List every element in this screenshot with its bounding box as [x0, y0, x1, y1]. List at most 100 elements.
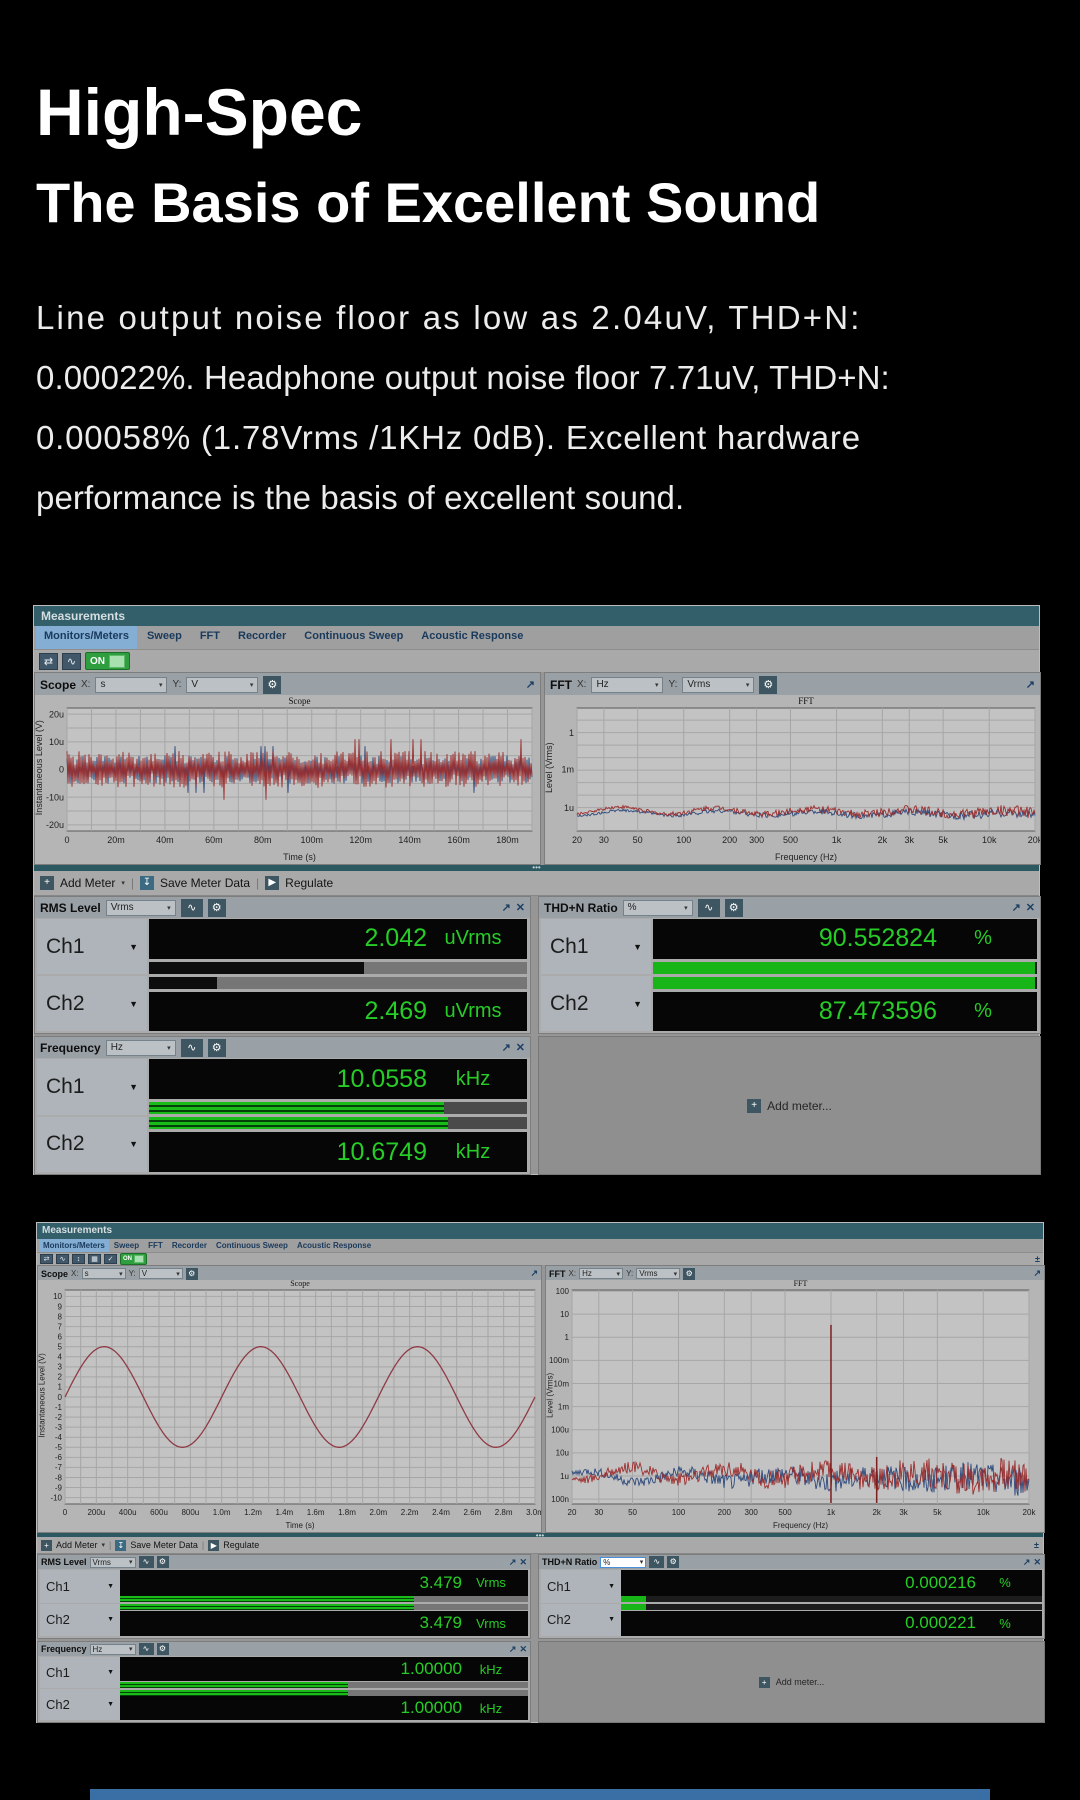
regulate-button[interactable]: Regulate — [285, 876, 334, 890]
collapse-icon[interactable]: ± — [1035, 1254, 1040, 1264]
y-unit-dropdown[interactable]: V ▾ — [138, 1268, 183, 1279]
ch1-selector[interactable]: Ch1 ▼ — [40, 1570, 120, 1603]
gear-icon[interactable]: ⚙ — [263, 675, 282, 694]
add-meter-button[interactable]: Add Meter — [60, 876, 116, 890]
tab-acoustic-response[interactable]: Acoustic Response — [296, 1241, 372, 1250]
tab-continuous-sweep[interactable]: Continuous Sweep — [215, 1241, 288, 1250]
y-unit-dropdown[interactable]: V ▾ — [186, 676, 259, 693]
levels-icon[interactable]: ↕ — [72, 1254, 85, 1264]
gear-icon[interactable]: ⚙ — [759, 675, 778, 694]
grid-view-icon[interactable]: ▦ — [88, 1254, 101, 1264]
ch1-value: 10.0558 — [336, 1064, 427, 1093]
unit-dropdown[interactable]: Vrms ▾ — [105, 899, 176, 916]
popout-icon[interactable]: ↗ — [508, 1556, 517, 1567]
tab-fft[interactable]: FFT — [148, 1241, 163, 1250]
close-icon[interactable]: ✕ — [519, 1643, 527, 1654]
tab-recorder[interactable]: Recorder — [238, 630, 287, 642]
save-meter-data-button[interactable]: Save Meter Data — [160, 876, 251, 890]
tab-recorder[interactable]: Recorder — [171, 1241, 207, 1250]
ch1-selector[interactable]: Ch1 ▼ — [541, 919, 651, 974]
check-icon[interactable]: ✓ — [104, 1254, 117, 1264]
generator-waveform-icon[interactable]: ∿ — [62, 652, 81, 670]
tab-fft[interactable]: FFT — [199, 630, 220, 642]
io-swap-icon[interactable]: ⇄ — [40, 1254, 53, 1264]
collapse-icon[interactable]: ± — [1034, 1540, 1039, 1550]
unit-dropdown[interactable]: Hz ▾ — [89, 1643, 136, 1655]
popout-icon[interactable]: ↗ — [1025, 679, 1035, 691]
gear-icon[interactable]: ⚙ — [207, 898, 226, 917]
ch2-selector[interactable]: Ch2 ▼ — [40, 1689, 120, 1720]
x-unit-dropdown[interactable]: Hz ▾ — [579, 1268, 624, 1279]
graph-view-icon[interactable]: ∿ — [649, 1556, 665, 1568]
svg-text:-4: -4 — [55, 1433, 63, 1442]
x-unit-dropdown[interactable]: s ▾ — [95, 676, 168, 693]
output-on-toggle[interactable]: ON — [120, 1253, 147, 1265]
x-unit-dropdown[interactable]: s ▾ — [81, 1268, 126, 1279]
add-meter-area[interactable]: + Add meter... — [538, 1641, 1045, 1723]
add-meter-button[interactable]: Add Meter — [56, 1540, 98, 1550]
chevron-down-icon[interactable]: ▾ — [101, 1542, 106, 1549]
graph-view-icon[interactable]: ∿ — [138, 1643, 154, 1655]
tab-sweep[interactable]: Sweep — [113, 1241, 140, 1250]
pane-splitter[interactable]: ••• — [34, 864, 1039, 872]
ch2-selector[interactable]: Ch2 ▼ — [541, 1603, 621, 1636]
unit-dropdown[interactable]: Vrms ▾ — [89, 1556, 136, 1568]
popout-icon[interactable]: ↗ — [525, 679, 535, 691]
graph-view-icon[interactable]: ∿ — [180, 898, 203, 917]
close-icon[interactable]: ✕ — [515, 902, 525, 914]
ch1-selector[interactable]: Ch1 ▼ — [37, 1059, 147, 1115]
tab-acoustic-response[interactable]: Acoustic Response — [421, 630, 524, 642]
tab-sweep[interactable]: Sweep — [146, 630, 182, 642]
close-icon[interactable]: ✕ — [1025, 902, 1035, 914]
ch1-unit: kHz — [479, 1661, 503, 1677]
pane-splitter[interactable]: ••• — [37, 1532, 1043, 1540]
output-on-toggle[interactable]: ON — [85, 652, 130, 670]
y-unit-dropdown[interactable]: Vrms ▾ — [682, 676, 755, 693]
unit-dropdown[interactable]: % ▾ — [600, 1556, 647, 1568]
popout-icon[interactable]: ↗ — [508, 1643, 517, 1654]
tab-monitors-meters[interactable]: Monitors/Meters — [39, 1239, 109, 1252]
chevron-down-icon: ▼ — [608, 1616, 615, 1624]
gear-icon[interactable]: ⚙ — [683, 1267, 696, 1280]
x-unit-dropdown[interactable]: Hz ▾ — [591, 676, 664, 693]
generator-waveform-icon[interactable]: ∿ — [56, 1254, 69, 1264]
popout-icon[interactable]: ↗ — [530, 1268, 538, 1278]
svg-text:-1: -1 — [55, 1403, 63, 1412]
ch2-selector[interactable]: Ch2 ▼ — [541, 976, 651, 1031]
gear-icon[interactable]: ⚙ — [207, 1038, 226, 1057]
graph-view-icon[interactable]: ∿ — [138, 1556, 154, 1568]
regulate-button[interactable]: Regulate — [223, 1540, 260, 1550]
ch1-selector[interactable]: Ch1 ▼ — [37, 919, 147, 974]
ch2-selector[interactable]: Ch2 ▼ — [37, 1116, 147, 1172]
graph-view-icon[interactable]: ∿ — [180, 1038, 203, 1057]
popout-icon[interactable]: ↗ — [501, 902, 511, 914]
popout-icon[interactable]: ↗ — [1011, 902, 1021, 914]
unit-dropdown[interactable]: % ▾ — [622, 899, 693, 916]
close-icon[interactable]: ✕ — [515, 1042, 525, 1054]
x-axis-label: X: — [568, 1269, 577, 1278]
unit-dropdown[interactable]: Hz ▾ — [105, 1039, 176, 1056]
gear-icon[interactable]: ⚙ — [667, 1556, 680, 1568]
gear-icon[interactable]: ⚙ — [724, 898, 743, 917]
graph-view-icon[interactable]: ∿ — [697, 898, 720, 917]
close-icon[interactable]: ✕ — [519, 1556, 527, 1567]
tab-continuous-sweep[interactable]: Continuous Sweep — [304, 630, 404, 642]
ch1-selector[interactable]: Ch1 ▼ — [40, 1657, 120, 1688]
y-unit-dropdown[interactable]: Vrms ▾ — [636, 1268, 681, 1279]
ch1-selector[interactable]: Ch1 ▼ — [541, 1570, 621, 1603]
close-icon[interactable]: ✕ — [1033, 1556, 1041, 1567]
gear-icon[interactable]: ⚙ — [185, 1267, 198, 1280]
io-swap-icon[interactable]: ⇄ — [39, 652, 58, 670]
add-meter-area[interactable]: + Add meter... — [538, 1036, 1041, 1175]
tab-monitors-meters[interactable]: Monitors/Meters — [36, 626, 137, 649]
tab-bar: Monitors/Meters Sweep FFT Recorder Conti… — [37, 1239, 1043, 1252]
ch2-selector[interactable]: Ch2 ▼ — [37, 976, 147, 1031]
gear-icon[interactable]: ⚙ — [156, 1643, 169, 1655]
popout-icon[interactable]: ↗ — [501, 1042, 511, 1054]
gear-icon[interactable]: ⚙ — [156, 1556, 169, 1568]
popout-icon[interactable]: ↗ — [1022, 1556, 1031, 1567]
popout-icon[interactable]: ↗ — [1033, 1268, 1041, 1278]
save-meter-data-button[interactable]: Save Meter Data — [130, 1540, 198, 1550]
chevron-down-icon[interactable]: ▾ — [121, 880, 125, 887]
ch2-selector[interactable]: Ch2 ▼ — [40, 1603, 120, 1636]
